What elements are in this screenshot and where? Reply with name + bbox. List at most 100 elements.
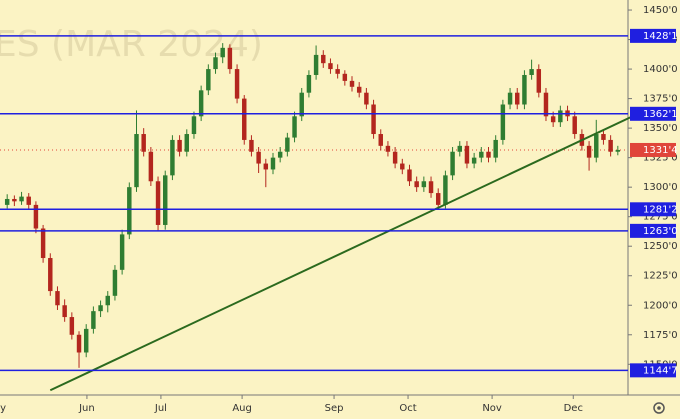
candle-body: [270, 157, 276, 170]
candle-body: [242, 98, 247, 140]
level-label-box: [630, 28, 676, 43]
candle-body: [414, 181, 419, 188]
candle-body: [12, 198, 17, 202]
candle-body: [55, 291, 60, 306]
candle-body: [227, 47, 233, 70]
candle-body: [91, 311, 96, 329]
candle-body: [572, 116, 577, 135]
settings-icon[interactable]: [653, 402, 665, 414]
level-label-box: [630, 363, 676, 378]
candle-body: [550, 116, 556, 123]
candle-body: [313, 54, 319, 75]
candle-body: [234, 69, 240, 99]
candle-body: [356, 86, 362, 93]
candle-body: [450, 151, 455, 176]
candle-body: [507, 92, 513, 105]
candle-body: [98, 305, 103, 312]
candle-body: [127, 187, 132, 235]
candle-body: [594, 134, 599, 158]
candle-body: [421, 181, 427, 188]
candle-body: [256, 151, 261, 164]
candle-body: [76, 334, 82, 353]
candle-body: [378, 134, 383, 146]
candle-body: [529, 69, 534, 75]
candle-body: [335, 69, 340, 74]
candle-body: [4, 198, 10, 205]
level-label: 1362'1: [643, 109, 678, 120]
x-tick-label: Aug: [232, 403, 252, 414]
candle-body: [364, 92, 369, 105]
y-tick-label: 1250'0: [643, 241, 678, 252]
x-tick-label: Sep: [325, 403, 344, 414]
candle-body: [543, 92, 549, 117]
candle-body: [392, 151, 398, 164]
candle-body: [48, 258, 53, 292]
y-tick-label: 1225'0: [643, 271, 678, 282]
y-tick-label: 1300'0: [643, 182, 678, 193]
candle-body: [479, 151, 484, 158]
candle-body: [134, 134, 139, 188]
candle-body: [457, 145, 462, 152]
candle-body: [69, 317, 75, 335]
candle-body: [586, 145, 592, 158]
candle-body: [198, 90, 204, 117]
candle-body: [522, 74, 527, 105]
candle-body: [321, 54, 326, 64]
level-label: 1144'7: [643, 365, 678, 376]
candle-body: [277, 151, 283, 158]
candle-body: [177, 139, 182, 152]
last-price-label: 1331'4: [643, 145, 678, 156]
candle-body: [536, 69, 542, 93]
candle-body: [292, 116, 297, 138]
candle-body: [349, 80, 355, 87]
candle-body: [62, 305, 67, 318]
candle-body: [184, 134, 190, 152]
candle-body: [385, 145, 391, 152]
level-label-box: [630, 106, 676, 121]
candle-body: [601, 134, 606, 140]
candle-body: [33, 204, 39, 229]
candle-body: [306, 74, 312, 93]
candle-body: [299, 92, 304, 117]
candle-body: [206, 69, 211, 91]
candle-body: [170, 139, 175, 176]
candle-body: [213, 57, 218, 70]
candle-body: [464, 145, 470, 164]
x-tick-label: May: [0, 403, 6, 414]
level-label: 1263'0: [643, 226, 678, 237]
candle-body: [400, 163, 405, 170]
y-tick-label: 1375'0: [643, 94, 678, 105]
y-tick-label: 1450'0: [643, 5, 678, 16]
candle-body: [19, 196, 24, 202]
y-tick-label: 1400'0: [643, 64, 678, 75]
candle-body: [263, 163, 269, 170]
candle-body: [515, 92, 520, 105]
y-tick-label: 1350'0: [643, 123, 678, 134]
candle-body: [112, 269, 118, 296]
watermark: ES (MAR 2024): [0, 24, 263, 65]
x-tick-label: Nov: [482, 403, 502, 414]
level-label-box: [630, 202, 676, 217]
candle-body: [119, 234, 125, 270]
last-price-box: [630, 142, 676, 157]
level-label: 1281'2: [643, 204, 678, 215]
candle-body: [558, 110, 563, 123]
candle-body: [371, 104, 376, 135]
y-tick-label: 1275'0: [643, 212, 678, 223]
candle-body: [486, 151, 491, 158]
candle-body: [608, 139, 613, 152]
candle-body: [105, 295, 110, 306]
candle-body: [148, 151, 154, 182]
candle-body: [155, 181, 161, 225]
candle-body: [435, 193, 441, 205]
y-tick-label: 1325'0: [643, 153, 678, 164]
candle-body: [615, 149, 621, 152]
candle-body: [40, 228, 46, 259]
candle-body: [407, 169, 412, 182]
candle-body: [500, 104, 506, 140]
candle-body: [471, 157, 477, 164]
candle-body: [328, 63, 333, 70]
candle-body: [83, 328, 89, 353]
candle-body: [249, 139, 254, 152]
